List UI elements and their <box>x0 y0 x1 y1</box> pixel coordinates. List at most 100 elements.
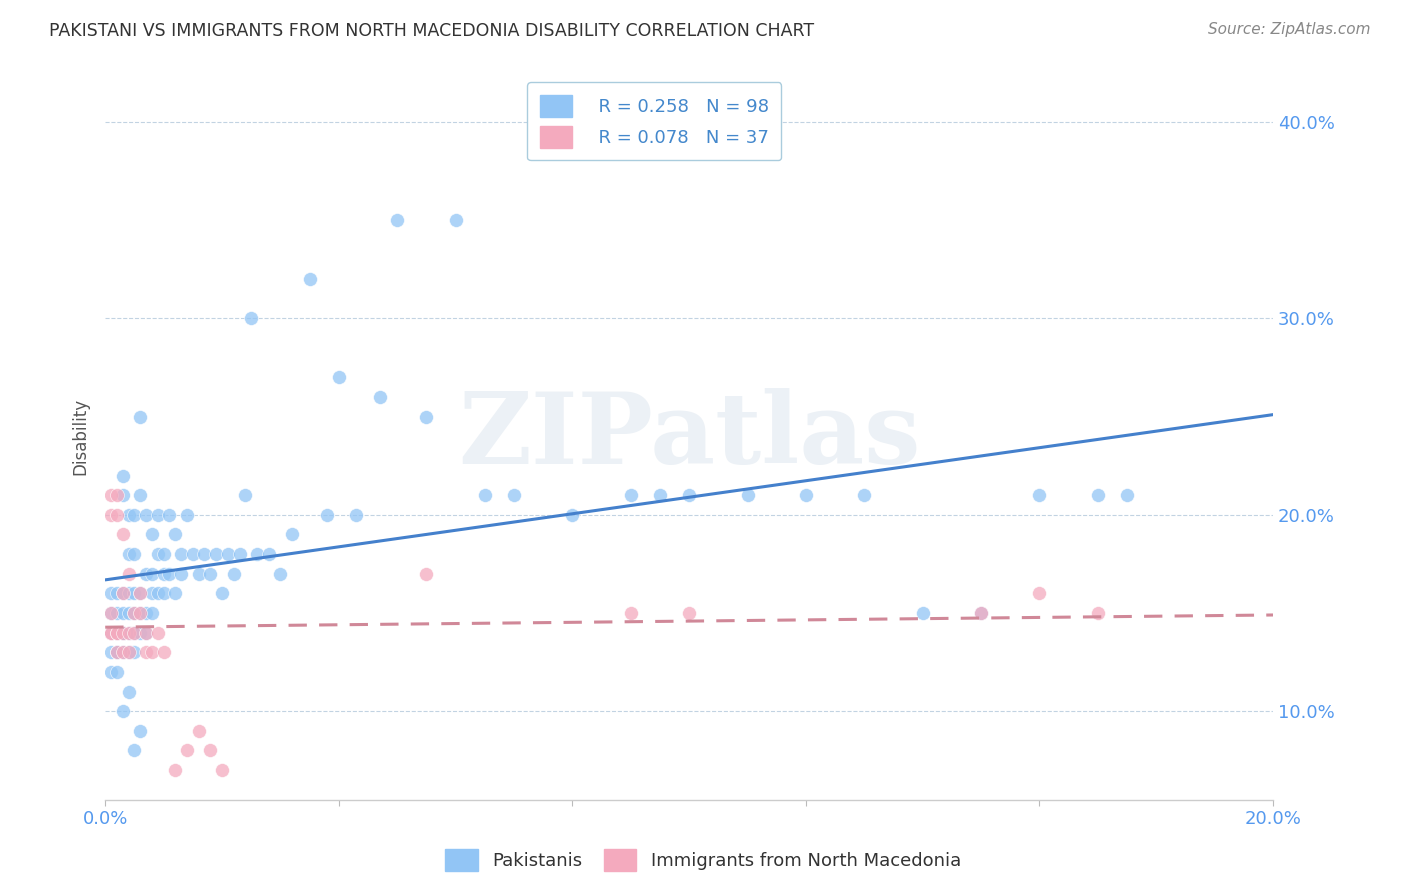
Point <box>105 625 128 640</box>
Point <box>111 586 134 600</box>
Point <box>124 606 146 620</box>
Point <box>100 586 122 600</box>
Point <box>141 566 163 581</box>
Point <box>129 586 152 600</box>
Point <box>281 527 304 541</box>
Point <box>135 625 157 640</box>
Point <box>911 606 934 620</box>
Point <box>257 547 280 561</box>
Point <box>503 488 526 502</box>
Point <box>737 488 759 502</box>
Point <box>1028 586 1050 600</box>
Point <box>159 508 181 522</box>
Point <box>853 488 876 502</box>
Point <box>211 586 233 600</box>
Point <box>111 645 134 659</box>
Point <box>146 586 169 600</box>
Point <box>117 684 139 698</box>
Point <box>228 547 250 561</box>
Point <box>620 606 643 620</box>
Point <box>111 606 134 620</box>
Point <box>117 645 139 659</box>
Point <box>193 547 215 561</box>
Point <box>111 625 134 640</box>
Point <box>129 409 152 424</box>
Point <box>124 645 146 659</box>
Point <box>129 488 152 502</box>
Point <box>187 566 209 581</box>
Legend:   R = 0.258   N = 98,   R = 0.078   N = 37: R = 0.258 N = 98, R = 0.078 N = 37 <box>527 82 782 161</box>
Point <box>111 488 134 502</box>
Point <box>165 527 187 541</box>
Point <box>105 508 128 522</box>
Point <box>100 606 122 620</box>
Point <box>124 508 146 522</box>
Point <box>170 566 193 581</box>
Point <box>146 508 169 522</box>
Point <box>100 625 122 640</box>
Point <box>117 625 139 640</box>
Point <box>124 625 146 640</box>
Point <box>1116 488 1139 502</box>
Point <box>111 645 134 659</box>
Point <box>648 488 671 502</box>
Point <box>105 625 128 640</box>
Point <box>117 606 139 620</box>
Point <box>298 272 321 286</box>
Point <box>111 625 134 640</box>
Point <box>474 488 496 502</box>
Y-axis label: Disability: Disability <box>72 398 89 475</box>
Point <box>269 566 291 581</box>
Point <box>100 606 122 620</box>
Point <box>100 665 122 679</box>
Point <box>344 508 367 522</box>
Point <box>141 527 163 541</box>
Point <box>111 586 134 600</box>
Point <box>100 645 122 659</box>
Point <box>105 645 128 659</box>
Point <box>105 645 128 659</box>
Point <box>124 547 146 561</box>
Point <box>794 488 817 502</box>
Point <box>165 586 187 600</box>
Point <box>117 508 139 522</box>
Point <box>111 468 134 483</box>
Point <box>100 508 122 522</box>
Point <box>176 508 198 522</box>
Point <box>385 213 408 227</box>
Point <box>117 586 139 600</box>
Point <box>135 606 157 620</box>
Point <box>105 606 128 620</box>
Point <box>217 547 239 561</box>
Point <box>368 390 391 404</box>
Point <box>135 566 157 581</box>
Point <box>678 606 700 620</box>
Point <box>105 488 128 502</box>
Point <box>678 488 700 502</box>
Point <box>444 213 467 227</box>
Point <box>970 606 993 620</box>
Text: ZIPatlas: ZIPatlas <box>458 388 921 484</box>
Point <box>135 625 157 640</box>
Point <box>105 586 128 600</box>
Point <box>135 508 157 522</box>
Point <box>117 547 139 561</box>
Point <box>135 645 157 659</box>
Point <box>111 625 134 640</box>
Point <box>146 625 169 640</box>
Point <box>200 743 222 757</box>
Point <box>146 547 169 561</box>
Point <box>124 606 146 620</box>
Point <box>141 645 163 659</box>
Point <box>129 625 152 640</box>
Point <box>129 586 152 600</box>
Point <box>170 547 193 561</box>
Point <box>141 606 163 620</box>
Point <box>1087 606 1109 620</box>
Point <box>111 527 134 541</box>
Point <box>211 763 233 777</box>
Point <box>187 723 209 738</box>
Point <box>117 645 139 659</box>
Point <box>1028 488 1050 502</box>
Point <box>240 311 263 326</box>
